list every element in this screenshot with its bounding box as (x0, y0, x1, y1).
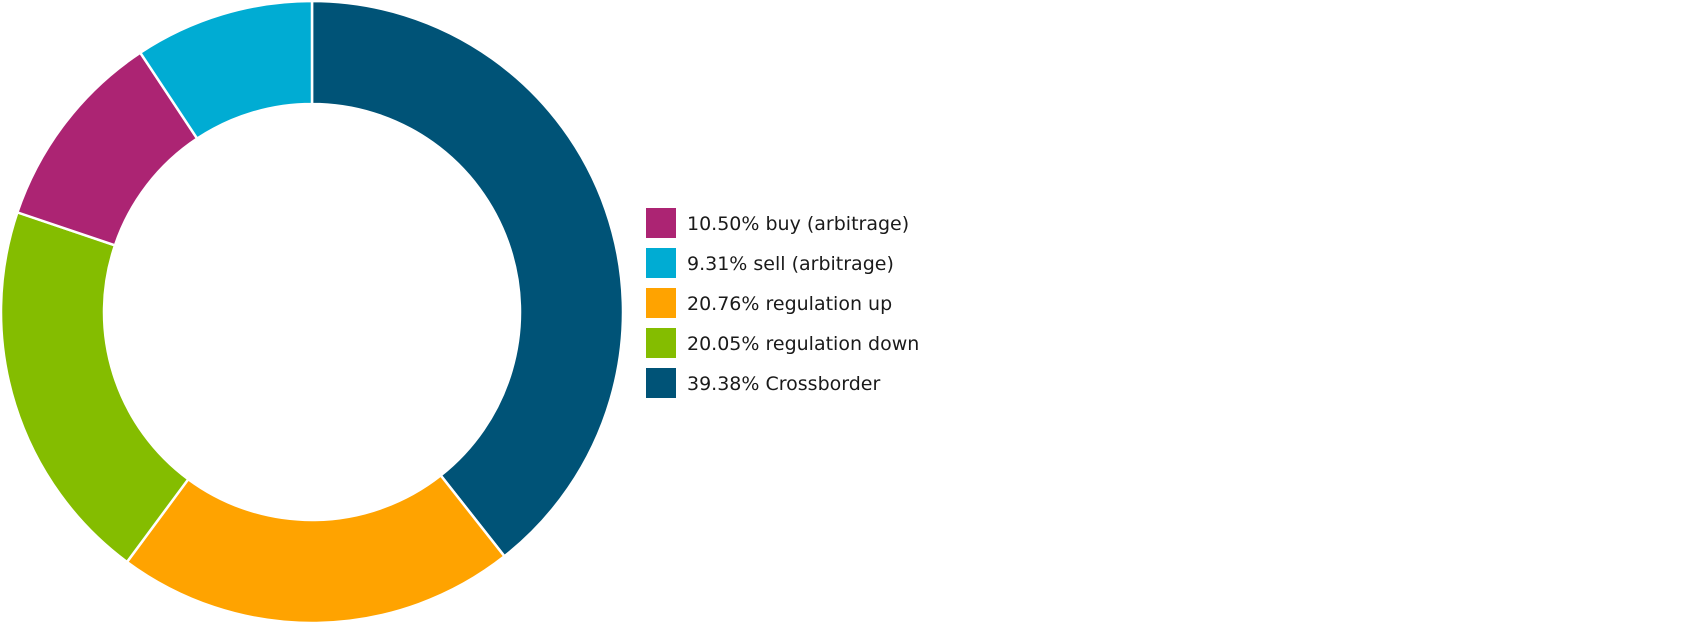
legend-swatch (646, 208, 676, 238)
slice-crossborder (310, 0, 625, 559)
slice-sell-arbitrage (138, 0, 314, 141)
legend-item: 20.76% regulation up (646, 288, 892, 318)
legend-item: 20.05% regulation down (646, 328, 919, 358)
legend-label: 20.05% regulation down (687, 333, 919, 355)
legend-label: 9.31% sell (arbitrage) (687, 253, 894, 275)
legend-label: 20.76% regulation up (687, 293, 892, 315)
chart-legend: 10.50% buy (arbitrage) 9.31% sell (arbitr… (646, 208, 919, 398)
legend-label: 10.50% buy (arbitrage) (687, 213, 909, 235)
legend-swatch (646, 248, 676, 278)
legend-swatch (646, 288, 676, 318)
donut-slices (0, 0, 625, 623)
legend-label: 39.38% Crossborder (687, 373, 880, 395)
slice-regulation-up (125, 473, 507, 623)
legend-swatch (646, 368, 676, 398)
legend-item: 10.50% buy (arbitrage) (646, 208, 909, 238)
legend-item: 39.38% Crossborder (646, 368, 880, 398)
legend-swatch (646, 328, 676, 358)
legend-item: 9.31% sell (arbitrage) (646, 248, 894, 278)
slice-regulation-down (0, 210, 191, 564)
